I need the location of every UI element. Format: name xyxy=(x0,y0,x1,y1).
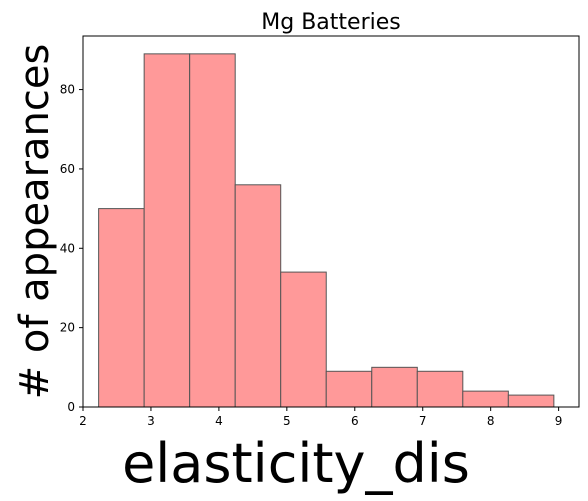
y-tick-label: 20 xyxy=(60,321,75,335)
y-axis-ticks: 0 20 40 60 80 xyxy=(60,83,83,414)
axes-frame xyxy=(82,35,580,408)
bars-layer xyxy=(98,53,555,408)
x-tick-label: 7 xyxy=(419,414,427,428)
histogram-bar xyxy=(371,366,418,408)
y-tick-label: 60 xyxy=(60,162,75,176)
x-tick-label: 9 xyxy=(555,414,563,428)
y-tick-label: 80 xyxy=(60,83,75,97)
x-tick-label: 6 xyxy=(351,414,359,428)
x-axis-ticks: 2 3 4 5 6 7 8 9 xyxy=(79,407,562,428)
histogram-bar xyxy=(143,53,191,408)
x-tick-label: 2 xyxy=(79,414,87,428)
histogram-bar xyxy=(325,370,373,408)
chart-title: Mg Batteries xyxy=(261,10,400,35)
y-tick-label: 0 xyxy=(67,400,75,414)
x-tick-label: 3 xyxy=(147,414,155,428)
y-axis-label: # of appearances xyxy=(12,44,58,400)
histogram-bar xyxy=(234,184,282,408)
histogram-bar xyxy=(280,271,327,408)
x-tick-label: 8 xyxy=(487,414,495,428)
y-tick-label: 40 xyxy=(60,241,75,255)
histogram-bar xyxy=(507,394,555,408)
x-tick-label: 4 xyxy=(215,414,223,428)
x-axis-label: elasticity_dis xyxy=(122,432,470,495)
x-tick-label: 5 xyxy=(283,414,291,428)
histogram-bar xyxy=(98,208,145,408)
histogram-bar xyxy=(462,390,509,408)
histogram-bar xyxy=(416,370,464,408)
histogram-bar xyxy=(189,53,236,408)
